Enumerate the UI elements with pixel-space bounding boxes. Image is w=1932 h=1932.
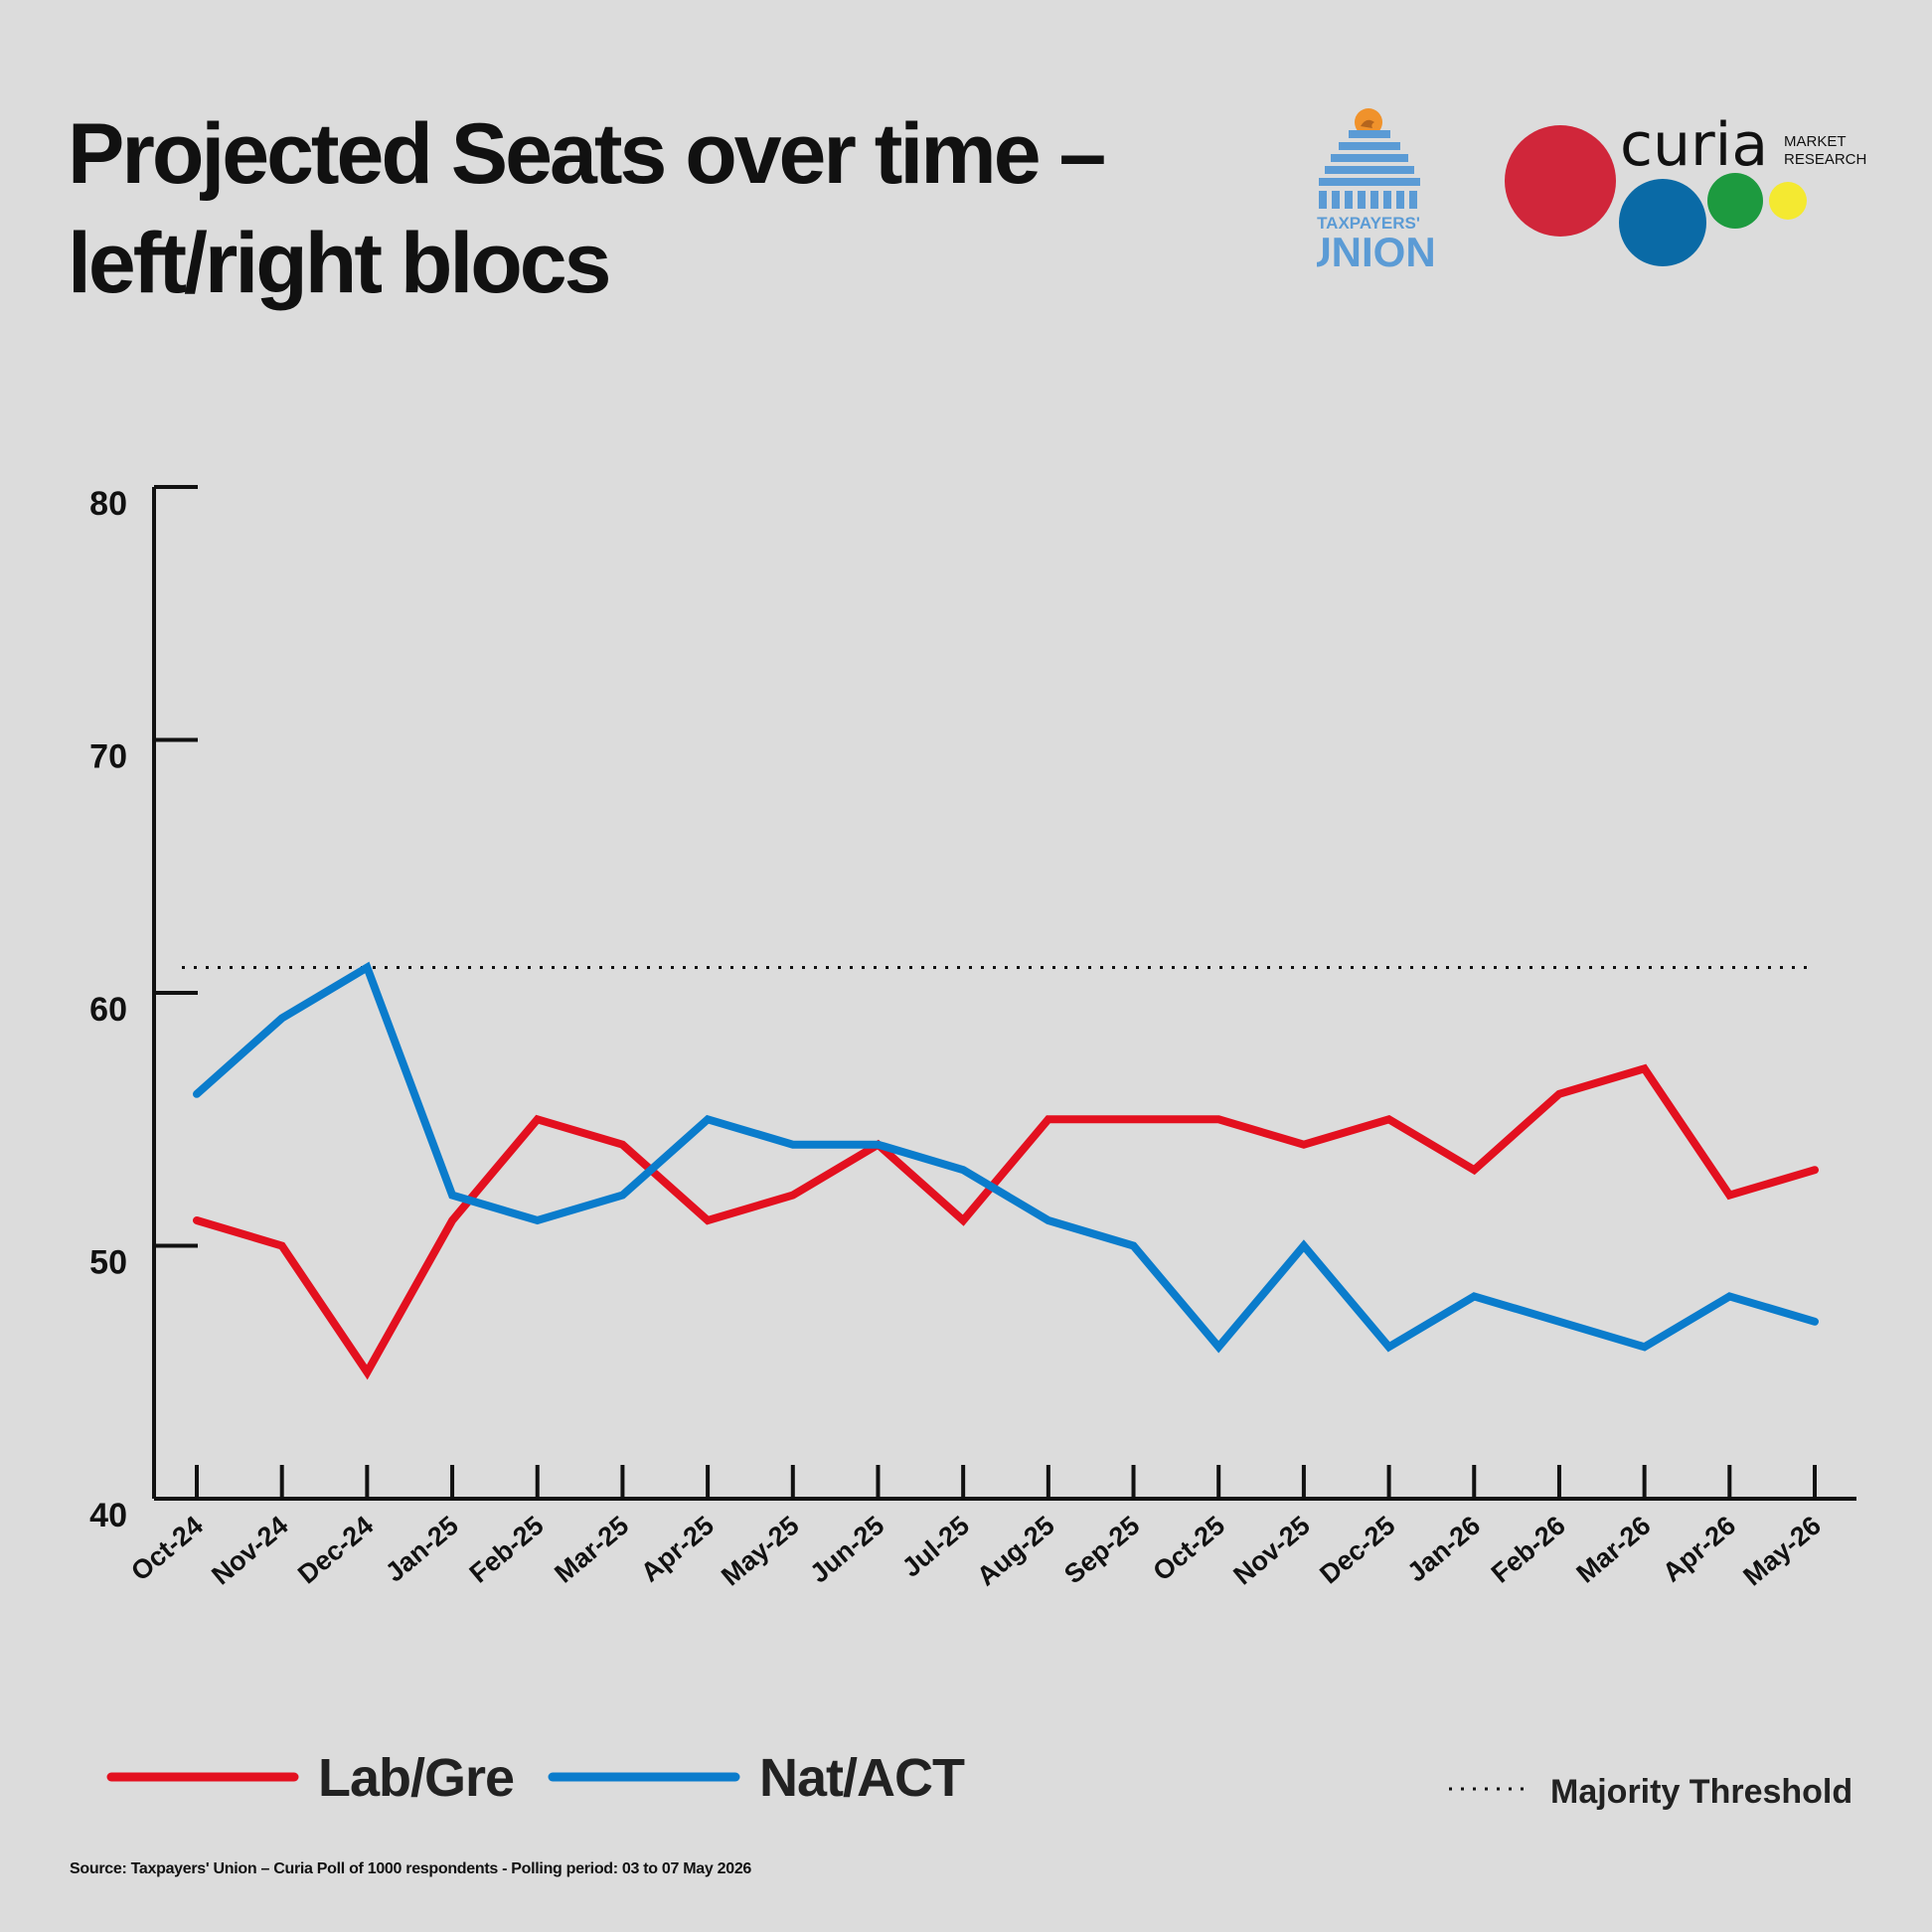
data-point-0-15 [1473,1169,1476,1172]
data-point-1-9 [962,1169,965,1172]
data-point-1-14 [1387,1346,1390,1349]
legend-label-1: Nat/ACT [759,1748,965,1808]
x-tick-label: Feb-25 [464,1511,550,1589]
data-point-1-7 [791,1143,794,1146]
taxpayers-union-logo: TAXPAYERS' UNION [1317,108,1436,273]
data-point-0-19 [1814,1169,1816,1172]
x-tick-label: Dec-25 [1314,1511,1400,1590]
data-point-0-17 [1643,1067,1646,1070]
legend: Lab/Gre Nat/ACT Majority Threshold [106,1748,1852,1811]
x-tick-label: Apr-26 [1657,1511,1741,1588]
data-point-1-1 [280,1017,283,1020]
curia-logo-line1: MARKET [1784,133,1847,150]
x-tick-label: Mar-25 [549,1511,634,1589]
data-point-0-11 [1132,1118,1135,1121]
x-tick-label: Oct-25 [1147,1511,1230,1587]
chart-title: Projected Seats over time – left/right b… [68,99,1260,318]
x-tick-label: May-26 [1737,1511,1826,1592]
data-point-0-1 [280,1244,283,1247]
data-point-1-4 [536,1219,539,1222]
data-point-1-8 [877,1143,880,1146]
data-point-0-14 [1387,1118,1390,1121]
x-tick-label: Dec-24 [292,1511,379,1590]
x-tick-label: Oct-24 [125,1511,209,1587]
data-point-0-10 [1046,1118,1049,1121]
data-point-1-12 [1217,1346,1220,1349]
x-tick-label: Jul-25 [896,1511,975,1583]
curia-logo-name: curia [1620,110,1768,180]
data-point-0-6 [707,1219,710,1222]
data-point-1-19 [1814,1320,1816,1323]
chart-title-line1: Projected Seats over time – [68,106,1106,202]
data-point-0-0 [196,1219,198,1222]
series-line-0 [193,1063,1819,1380]
data-point-1-10 [1046,1219,1049,1222]
data-point-1-15 [1473,1295,1476,1298]
data-point-0-4 [536,1118,539,1121]
x-tick-label: Sep-25 [1058,1511,1145,1590]
y-tick-label: 40 [89,1497,127,1534]
x-tick-label: May-25 [716,1511,804,1592]
data-point-1-2 [366,966,369,969]
x-tick-label: Nov-24 [206,1511,293,1591]
y-tick-label: 70 [89,738,127,776]
x-tick-label: Aug-25 [971,1511,1059,1592]
legend-label-0: Lab/Gre [318,1748,514,1808]
data-point-1-0 [196,1092,198,1095]
data-point-1-18 [1728,1295,1731,1298]
taxpayers-union-logo-line2: UNION [1317,229,1436,273]
curia-logo: curia MARKET RESEARCH [1505,110,1866,266]
data-point-0-3 [451,1219,454,1222]
data-point-0-16 [1557,1092,1560,1095]
data-point-1-11 [1132,1244,1135,1247]
curia-logo-line2: RESEARCH [1784,151,1866,168]
data-point-0-2 [366,1370,369,1373]
x-tick-label: Feb-26 [1486,1511,1571,1589]
data-point-1-13 [1302,1244,1305,1247]
data-point-0-12 [1217,1118,1220,1121]
series-line-1 [193,961,1819,1354]
data-point-0-13 [1302,1143,1305,1146]
x-tick-label: Jan-26 [1401,1511,1486,1588]
y-tick-label: 60 [89,991,127,1029]
data-point-0-7 [791,1194,794,1197]
x-tick-label: Mar-26 [1571,1511,1657,1589]
data-point-1-17 [1643,1346,1646,1349]
data-point-1-16 [1557,1320,1560,1323]
y-tick-label: 50 [89,1244,127,1282]
data-point-0-5 [621,1143,624,1146]
data-point-0-9 [962,1219,965,1222]
series-lines [193,961,1819,1380]
data-point-0-18 [1728,1194,1731,1197]
x-tick-label: Jun-25 [804,1511,889,1589]
x-tick-label: Jan-25 [380,1511,464,1588]
y-tick-label: 80 [89,485,127,523]
x-tick-label: Apr-25 [635,1511,720,1588]
data-point-1-6 [707,1118,710,1121]
x-tick-label: Nov-25 [1227,1511,1315,1591]
taxpayers-union-logo-line1: TAXPAYERS' [1317,214,1420,233]
y-axis: 40 50 60 70 80 [89,485,198,1534]
legend-threshold-label: Majority Threshold [1550,1773,1852,1811]
source-note: Source: Taxpayers' Union – Curia Poll of… [70,1860,752,1877]
data-point-1-5 [621,1194,624,1197]
chart-title-line2: left/right blocs [68,216,611,311]
data-point-1-3 [451,1194,454,1197]
